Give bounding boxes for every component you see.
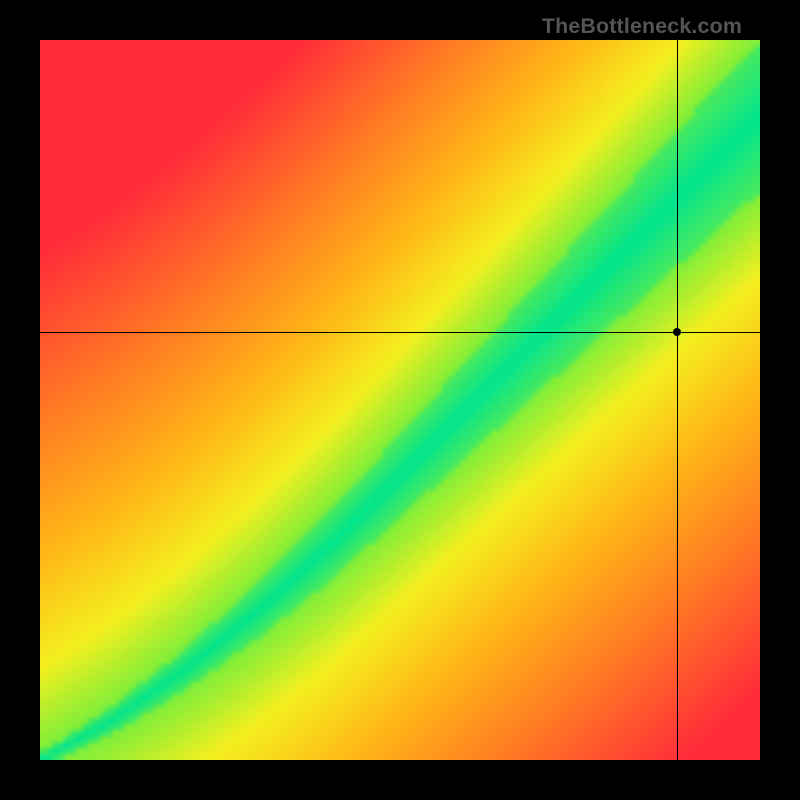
crosshair-horizontal-line <box>40 332 760 333</box>
watermark-text: TheBottleneck.com <box>542 14 742 39</box>
selection-marker-dot <box>673 328 681 336</box>
crosshair-vertical-line <box>677 40 678 760</box>
heatmap-plot-area <box>40 40 760 760</box>
figure-frame: TheBottleneck.com <box>0 0 800 800</box>
bottleneck-heatmap <box>40 40 760 760</box>
